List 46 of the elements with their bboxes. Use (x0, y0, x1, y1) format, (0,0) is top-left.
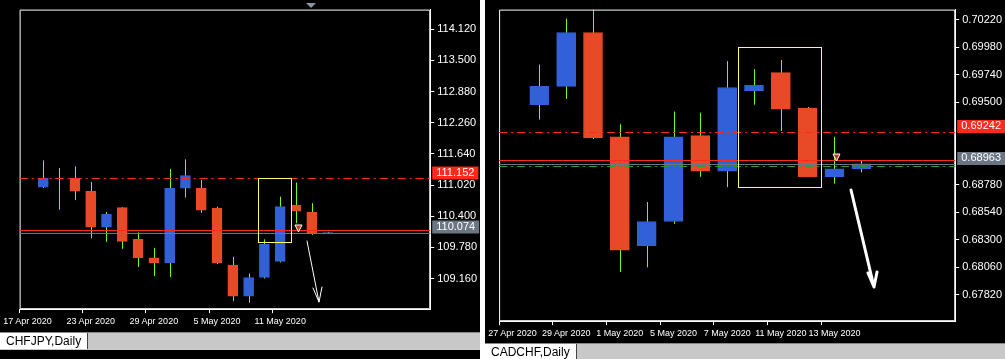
y-tick-label: 111.640 (437, 146, 476, 159)
ref-line-label: 110.074 (436, 220, 476, 233)
y-tick-label: 0.69500 (962, 95, 1002, 108)
x-tick-label: 7 May 2020 (703, 328, 751, 339)
y-tick-label: 112.880 (437, 84, 477, 97)
x-tick-label: 5 May 2020 (193, 316, 241, 327)
x-tick-label: 13 May 2020 (808, 328, 861, 339)
candlestick (306, 202, 318, 236)
x-tick-label: 27 Apr 2020 (488, 328, 537, 339)
ref-line-label: 111.152 (436, 165, 475, 178)
y-tick-label: 111.020 (437, 178, 476, 191)
candlestick (132, 231, 144, 268)
x-tick-label: 29 Apr 2020 (541, 328, 591, 339)
y-tick-label: 110.400 (437, 209, 477, 222)
y-tick-label: 112.260 (437, 115, 477, 128)
y-tick-label: 0.67820 (962, 287, 1002, 300)
y-tick-label: 109.160 (437, 271, 477, 284)
y-tick-label: 0.68540 (962, 205, 1002, 218)
y-tick-label: 0.69980 (962, 40, 1002, 53)
y-tick-label: 114.120 (437, 22, 477, 35)
candlestick (243, 273, 254, 304)
candlestick (37, 159, 49, 189)
ref-line-label: 0.68963 (961, 151, 1001, 164)
candlestick (636, 201, 657, 268)
candlestick (101, 211, 112, 243)
x-tick-label: 23 Apr 2020 (66, 316, 115, 327)
x-tick-label: 29 Apr 2020 (129, 316, 179, 327)
y-tick-label: 109.780 (437, 240, 477, 253)
candlestick (195, 179, 207, 214)
ref-line-label: 0.69242 (961, 119, 1001, 132)
text: CADCHF,Daily (485, 344, 577, 359)
y-tick-label: 0.68060 (962, 260, 1002, 273)
y-tick-label: 0.68300 (962, 232, 1002, 245)
x-tick-label: 11 May 2020 (254, 316, 306, 327)
y-tick-label: 0.70220 (962, 12, 1002, 25)
candlestick (290, 182, 302, 224)
x-tick-label: 11 May 2020 (755, 328, 807, 339)
text: CHFJPY,Daily (0, 333, 89, 349)
y-tick-label: 0.68780 (962, 177, 1002, 190)
x-tick-label: 17 Apr 2020 (3, 316, 52, 327)
y-tick-label: 113.500 (437, 53, 477, 66)
x-tick-label: 5 May 2020 (649, 328, 698, 339)
x-tick-label: 1 May 2020 (596, 328, 644, 339)
y-tick-label: 0.69740 (962, 67, 1002, 80)
candlestick (744, 68, 764, 106)
candlestick (180, 158, 191, 199)
